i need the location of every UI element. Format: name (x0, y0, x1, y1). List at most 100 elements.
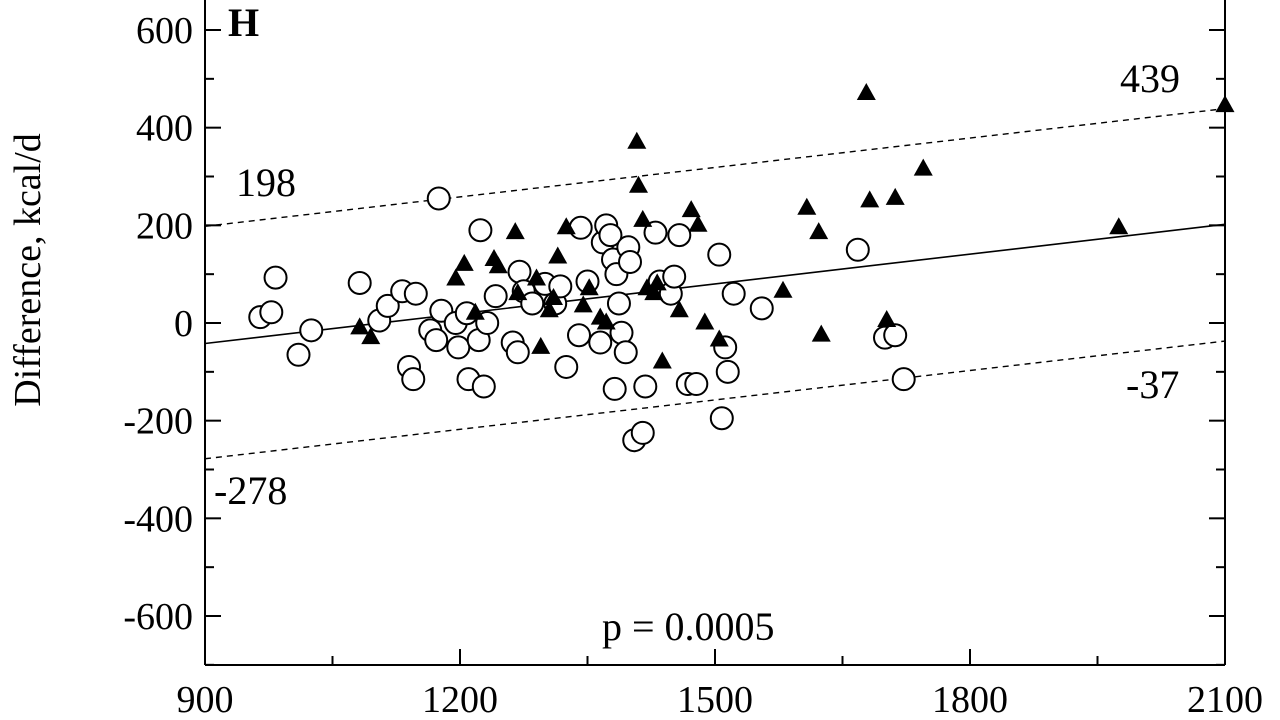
open-circle-point (630, 420, 655, 445)
open-circle-point (588, 330, 613, 355)
filled-triangle-point (527, 268, 546, 286)
filled-triangle-point (652, 351, 672, 369)
open-circle-point (684, 372, 709, 397)
filled-triangle-point (688, 214, 708, 232)
annotation-lower-left: -278 (214, 468, 287, 513)
filled-triangle-point (505, 222, 525, 240)
filled-triangle-point (539, 300, 559, 318)
filled-triangle-point (350, 317, 370, 335)
open-circle-point (618, 249, 642, 274)
open-circle-point (567, 323, 591, 348)
filled-triangle-point (629, 175, 648, 193)
open-circle-point (468, 218, 493, 243)
open-circle-point (554, 354, 579, 379)
open-circle-point (446, 335, 471, 360)
filled-triangle-point (454, 253, 474, 271)
open-circle-point (609, 320, 634, 345)
open-circle-point (721, 281, 746, 306)
open-circle-point (891, 367, 916, 392)
y-axis-title: Difference, kcal/d (7, 133, 49, 407)
p-value-label: p = 0.0005 (602, 604, 775, 649)
open-circle-point (715, 359, 740, 384)
filled-triangle-point (913, 158, 933, 176)
annotation-upper-left: 198 (236, 160, 296, 205)
y-tick-label: 600 (136, 10, 193, 52)
y-tick-label: -200 (123, 401, 193, 443)
y-tick-label: 0 (174, 303, 193, 345)
filled-triangle-point (681, 200, 701, 218)
filled-triangle-point (1215, 95, 1235, 113)
open-circle-point (403, 281, 428, 306)
open-circle-point (375, 293, 400, 318)
x-tick-label: 1800 (932, 679, 1008, 720)
open-circle-point (613, 340, 638, 365)
open-circle-point (568, 215, 593, 240)
open-circle-point (507, 259, 532, 284)
filled-triangle-point (556, 217, 576, 235)
open-circle-point (845, 237, 870, 262)
open-circle-point (662, 264, 687, 289)
annotation-lower-right: -37 (1126, 362, 1179, 407)
open-circle-point (709, 406, 734, 431)
open-circle-point (483, 284, 508, 309)
filled-triangle-point (644, 283, 664, 301)
x-tick-label: 900 (177, 679, 234, 720)
x-tick-label: 2100 (1187, 679, 1263, 720)
filled-triangle-point (860, 190, 880, 208)
open-circle-point (749, 296, 774, 321)
filled-triangle-point (573, 295, 593, 313)
open-circle-point (643, 220, 668, 245)
open-circle-point (299, 318, 324, 343)
open-circle-point (471, 374, 496, 399)
open-circle-point (602, 376, 627, 401)
open-circle-point (426, 186, 451, 211)
filled-triangle-point (488, 256, 508, 274)
open-circle-point (606, 291, 631, 316)
filled-triangle-point (361, 327, 381, 345)
filled-triangle-point (695, 312, 715, 330)
filled-triangle-point (544, 288, 563, 306)
filled-triangle-point (465, 302, 485, 320)
open-circle-point (667, 223, 692, 248)
filled-triangle-point (446, 268, 466, 286)
y-tick-label: 400 (136, 108, 193, 150)
open-circle-point (401, 367, 426, 392)
filled-triangle-point (627, 131, 647, 149)
filled-triangle-point (596, 312, 616, 330)
panel-label: H (228, 0, 259, 45)
y-tick-label: 200 (136, 205, 193, 247)
filled-triangle-point (579, 278, 599, 296)
filled-triangle-point (811, 324, 831, 342)
open-circle-point (259, 300, 284, 325)
open-circle-point (883, 323, 908, 348)
filled-triangle-point (647, 273, 667, 291)
open-circle-point (286, 342, 311, 367)
y-tick-label: -600 (123, 596, 193, 638)
data-points (248, 82, 1235, 453)
filled-triangle-point (508, 283, 528, 301)
filled-triangle-point (709, 329, 729, 347)
filled-triangle-point (773, 280, 793, 298)
filled-triangle-point (856, 82, 876, 100)
open-circle-point (707, 242, 732, 267)
open-circle-point (505, 340, 530, 365)
x-tick-label: 1500 (677, 679, 753, 720)
lower-limit-line (204, 340, 1226, 460)
filled-triangle-point (877, 310, 897, 328)
open-circle-point (424, 328, 449, 353)
filled-triangle-point (548, 246, 568, 264)
filled-triangle-point (633, 209, 653, 227)
filled-triangle-point (885, 187, 905, 205)
y-tick-label: -400 (123, 498, 193, 540)
open-circle-point (263, 265, 288, 290)
open-circle-point (347, 270, 372, 295)
filled-triangle-point (531, 336, 551, 354)
filled-triangle-point (669, 300, 689, 318)
filled-triangle-point (809, 222, 829, 240)
open-circle-point (633, 374, 658, 399)
filled-triangle-point (797, 197, 817, 215)
open-circle-point (598, 223, 623, 248)
annotation-upper-right: 439 (1120, 56, 1180, 101)
filled-triangle-point (1109, 217, 1129, 235)
